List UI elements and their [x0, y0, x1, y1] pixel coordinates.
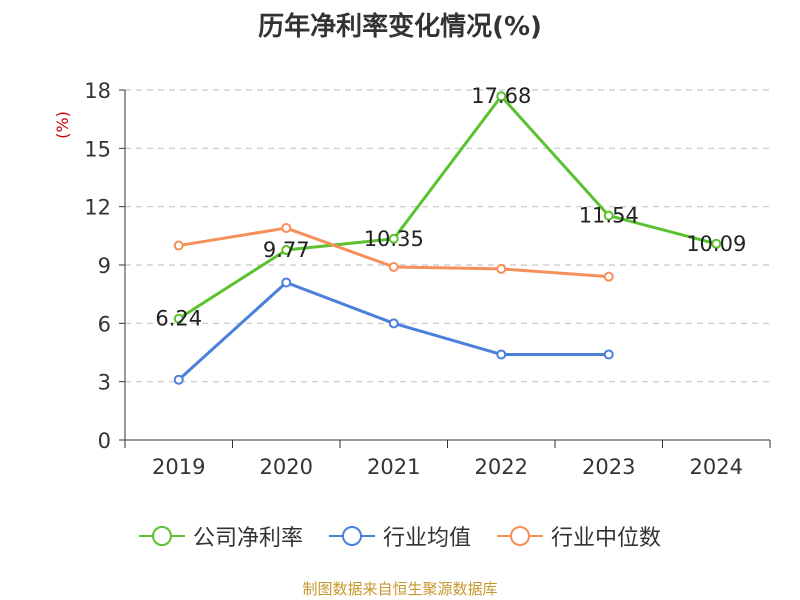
data-point [388, 233, 399, 244]
x-tick-label: 2022 [475, 455, 528, 479]
x-tick-label: 2019 [152, 455, 205, 479]
legend-item-industry-mean[interactable]: 行业均值 [328, 520, 471, 552]
legend-label: 行业中位数 [551, 526, 662, 551]
data-point [281, 277, 292, 288]
data-point [603, 210, 614, 221]
y-tick-label: 18 [84, 79, 111, 103]
data-point [173, 313, 184, 324]
data-labels: 6.24 9.77 10.35 17.68 11.54 10.09 [155, 84, 746, 330]
y-tick-label: 0 [98, 429, 111, 453]
y-tick-label: 15 [84, 137, 111, 161]
legend-marker-icon [138, 526, 185, 546]
legend-marker-icon [328, 526, 375, 546]
series-lines [173, 91, 722, 385]
data-label: 6.24 [155, 307, 202, 331]
data-point [603, 271, 614, 282]
data-label: 9.77 [263, 238, 310, 262]
x-tick-label: 2024 [690, 455, 743, 479]
legend-item-industry-median[interactable]: 行业中位数 [497, 520, 661, 552]
data-point [496, 91, 507, 102]
y-axis-unit: (%) [53, 111, 72, 139]
data-label: 11.54 [579, 204, 639, 228]
data-point [603, 349, 614, 360]
x-tick-label: 2020 [260, 455, 313, 479]
data-point [388, 261, 399, 272]
legend-label: 行业均值 [382, 526, 471, 551]
legend-label: 公司净利率 [192, 526, 303, 551]
data-label: 10.09 [686, 232, 746, 256]
legend: 公司净利率 行业均值 行业中位数 [0, 520, 800, 552]
data-point [173, 240, 184, 251]
data-point [281, 223, 292, 234]
series-line [177, 281, 609, 381]
data-point [711, 238, 722, 249]
data-point [496, 349, 507, 360]
chart-title: 历年净利率变化情况(%) [258, 12, 542, 42]
legend-item-company[interactable]: 公司净利率 [138, 520, 303, 552]
data-point [496, 263, 507, 274]
data-label: 17.68 [471, 84, 531, 108]
series-line [177, 94, 717, 320]
axes: 0 3 6 9 12 15 18 2019 2020 2021 2022 2023 2024 [84, 79, 771, 479]
data-point [281, 245, 292, 256]
source-note: 制图数据来自恒生聚源数据库 [302, 580, 498, 598]
grid-lines [125, 89, 770, 383]
y-tick-label: 9 [98, 254, 111, 278]
y-tick-label: 3 [98, 371, 111, 395]
data-point [388, 318, 399, 329]
x-tick-label: 2021 [367, 455, 420, 479]
y-tick-label: 6 [98, 312, 111, 336]
data-point [173, 374, 184, 385]
legend-marker-icon [497, 526, 543, 546]
x-tick-label: 2023 [582, 455, 635, 479]
y-tick-label: 12 [84, 196, 111, 220]
data-label: 10.35 [364, 227, 424, 251]
